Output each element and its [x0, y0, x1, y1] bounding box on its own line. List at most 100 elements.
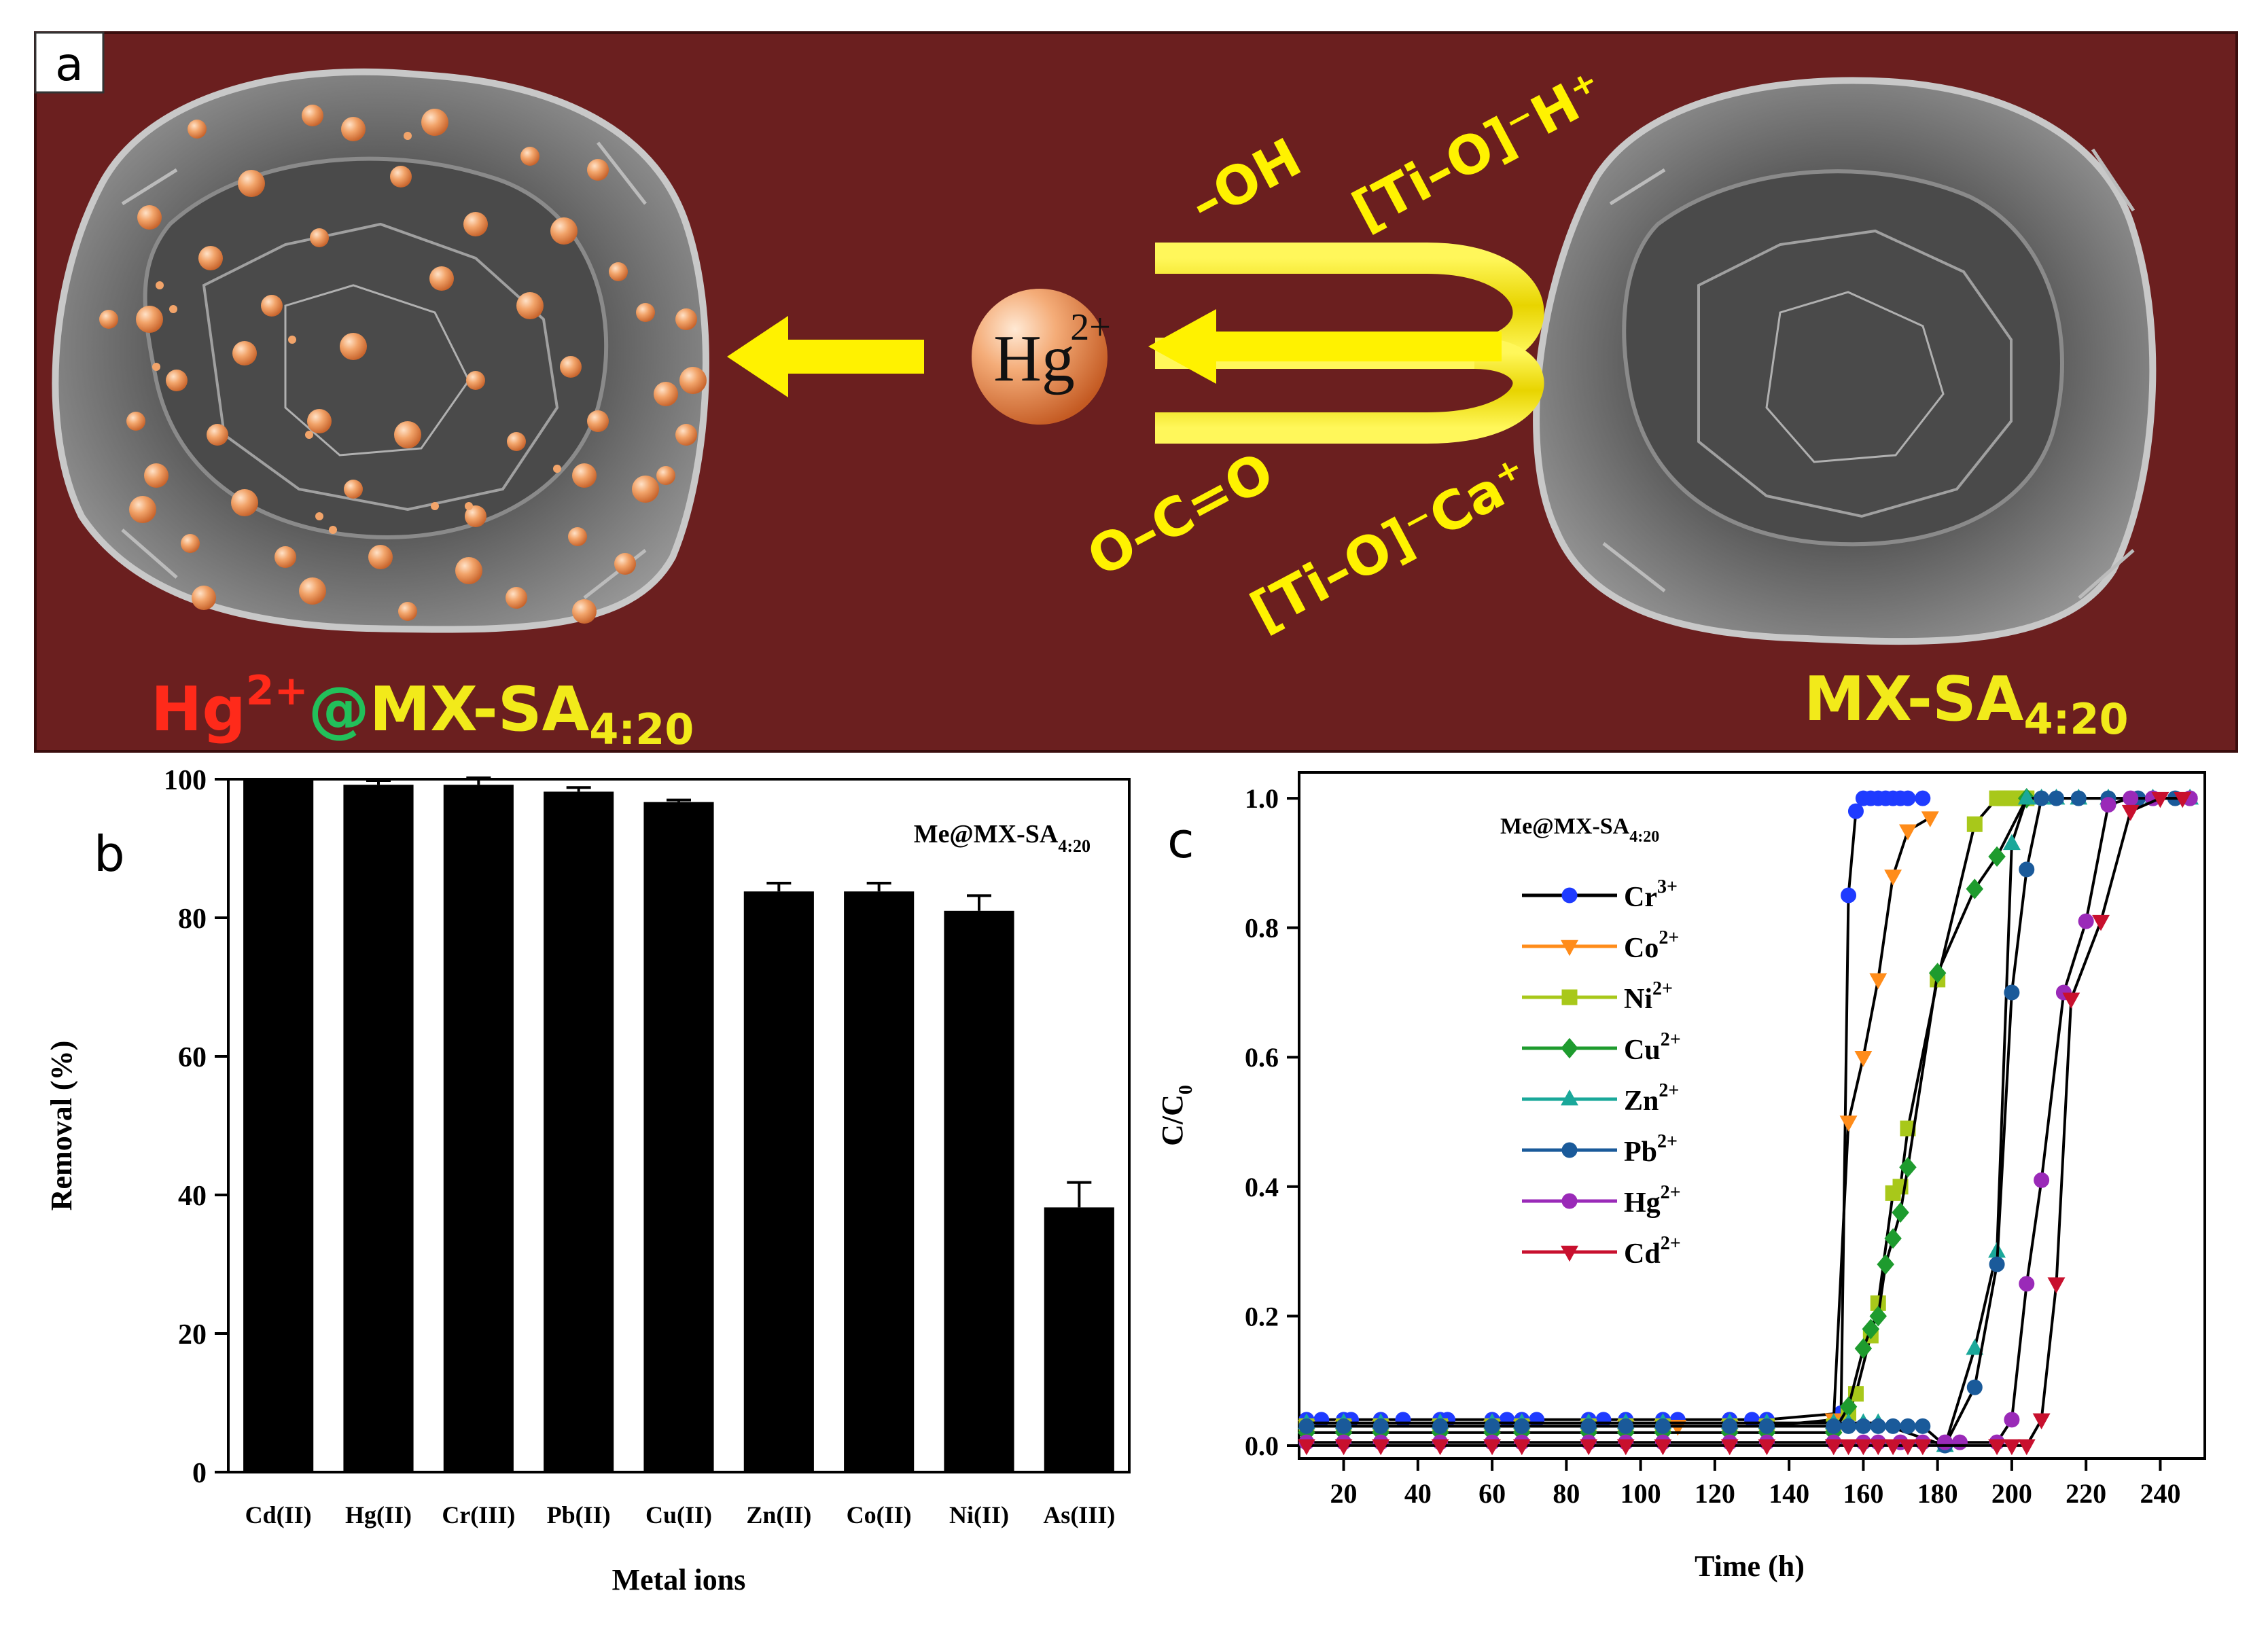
x-tick-label: 220 [2066, 1478, 2106, 1509]
bar-pbii [544, 791, 614, 1472]
data-point [1512, 1439, 1531, 1456]
legend-marker [1561, 940, 1578, 956]
panel-c-x-axis-title: Time (h) [1695, 1550, 1805, 1583]
hg-bead [166, 370, 188, 391]
hg-bead-small [156, 281, 164, 289]
legend-marker [1561, 1193, 1578, 1209]
x-tick-label: 120 [1695, 1478, 1735, 1509]
hg-bead [421, 109, 448, 136]
hg-bead [455, 557, 482, 584]
data-point [1869, 1306, 1888, 1327]
data-point [1900, 790, 1916, 806]
series-line [1306, 797, 2183, 1447]
data-point [1966, 1379, 1983, 1395]
left-material-label: Hg2+@MX-SA4:20 [151, 667, 694, 754]
data-point [1758, 1439, 1776, 1456]
panel-b-x-axis-title: Metal ions [612, 1563, 746, 1596]
hg-bead [572, 463, 597, 488]
data-point [1900, 1120, 1916, 1137]
legend-item-cu: Cu2+ [1522, 1029, 1681, 1066]
hg-bead-small [152, 363, 160, 371]
hg-bead [429, 266, 454, 291]
y-tick-label: 0.6 [1245, 1042, 1279, 1073]
data-point [1618, 1418, 1634, 1434]
hg-bead [231, 489, 258, 516]
data-point [2151, 791, 2169, 808]
legend-label: Cu2+ [1624, 1029, 1681, 1066]
y-tick-label: 20 [178, 1319, 207, 1351]
hg-bead [137, 205, 162, 230]
panel-c-label: c [1167, 812, 1194, 869]
data-point [2062, 993, 2080, 1009]
legend-item-pb: Pb2+ [1522, 1131, 1678, 1168]
hg-bead [398, 602, 417, 621]
panel-c-series [1297, 788, 2199, 1456]
panel-c-axes: 20 40 60 80 100 120 140 160 180 200 220 240 0.0 0.2 0.… [1245, 783, 2180, 1509]
hg-bead [679, 367, 707, 394]
hg-bead-small [465, 502, 473, 510]
hg-bead [614, 553, 636, 575]
hg-bead [550, 217, 578, 245]
y-tick-label: 0 [192, 1458, 207, 1489]
binding-arcs [1148, 243, 1544, 444]
data-point [1758, 1418, 1775, 1434]
data-point [1841, 1418, 1857, 1434]
data-point [1989, 1256, 2005, 1272]
panel-b-label: b [94, 825, 125, 882]
data-point [1514, 1418, 1530, 1434]
x-category-label: Cu(II) [645, 1501, 712, 1528]
x-category-label: As(III) [1043, 1501, 1115, 1528]
data-point [1654, 1439, 1672, 1456]
data-point [1913, 1439, 1932, 1456]
data-point [1483, 1439, 1502, 1456]
hg-bead [560, 356, 582, 378]
data-point [1854, 1439, 1873, 1456]
legend-label: Pb2+ [1624, 1131, 1678, 1168]
x-tick-label: 140 [1769, 1478, 1809, 1509]
data-point [2002, 834, 2021, 851]
y-tick-label: 1.0 [1245, 783, 1279, 814]
hg-bead-small [315, 512, 323, 520]
data-point [2019, 861, 2035, 878]
data-point [1720, 1439, 1739, 1456]
data-point [2034, 1172, 2050, 1188]
hg-bead [181, 534, 200, 553]
data-point [1298, 1418, 1315, 1434]
x-tick-label: 100 [1620, 1478, 1661, 1509]
panel-a-schematic: a Hg 2+ [34, 31, 2238, 754]
data-point [1372, 1418, 1389, 1434]
panel-c-y-axis-title: C/C0 [1156, 1085, 1197, 1146]
panel-c-plot-frame [1298, 771, 2206, 1460]
hg-bead [654, 382, 678, 406]
x-tick-label: 80 [1553, 1478, 1580, 1509]
legend-marker [1561, 1037, 1578, 1059]
data-point [1336, 1418, 1352, 1434]
data-point [1928, 963, 1947, 984]
hg-bead [656, 466, 675, 485]
hg-bead [136, 306, 163, 333]
y-tick-label: 100 [164, 765, 207, 796]
hg-bead [572, 599, 597, 624]
hg-bead-small [404, 132, 412, 140]
data-point [2070, 790, 2087, 806]
hg-bead [587, 159, 609, 181]
hg-loaded-foam-image [52, 68, 709, 633]
data-point [2174, 791, 2192, 808]
bar-znii [743, 891, 814, 1472]
data-point [2032, 1413, 2051, 1430]
hg-bead [192, 586, 216, 610]
data-point [1951, 1434, 1968, 1450]
data-point [1839, 1439, 1858, 1456]
bar-cdii [243, 779, 314, 1472]
data-point [1988, 1439, 2006, 1456]
hg-bead [465, 505, 486, 527]
hg-bead [129, 496, 156, 523]
adsorption-arrow-left [727, 316, 924, 397]
bar-coii [844, 891, 915, 1472]
hg-bead [207, 424, 228, 446]
data-point [1869, 973, 1888, 990]
hg-bead [188, 120, 207, 139]
data-point [1824, 1439, 1843, 1456]
data-point [1334, 1439, 1353, 1456]
panel-a-label: a [55, 38, 84, 92]
